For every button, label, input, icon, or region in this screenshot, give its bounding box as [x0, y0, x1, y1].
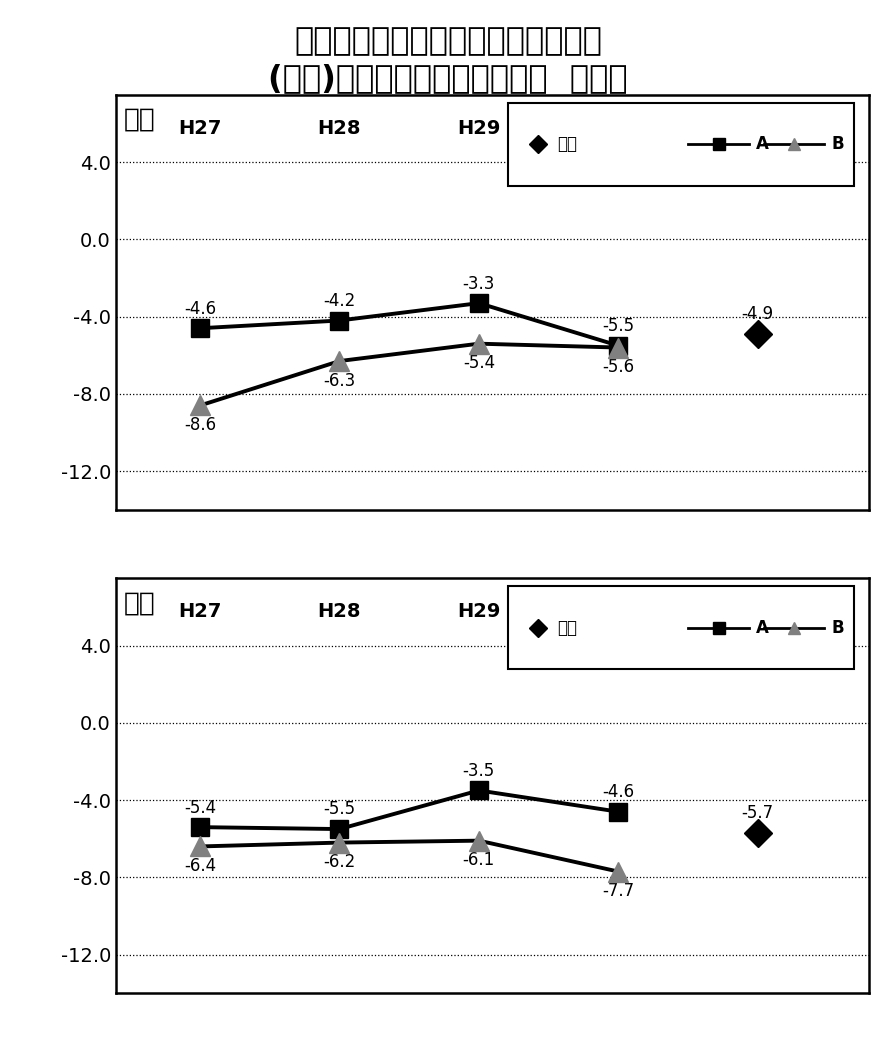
Text: -6.1: -6.1 [462, 851, 495, 869]
Text: H27: H27 [178, 119, 222, 138]
Text: -4.6: -4.6 [602, 783, 634, 801]
Text: -5.5: -5.5 [323, 801, 356, 819]
Text: -3.5: -3.5 [462, 762, 495, 780]
Text: -6.4: -6.4 [184, 857, 216, 875]
Text: -7.7: -7.7 [602, 882, 634, 900]
Text: -5.6: -5.6 [602, 358, 634, 376]
Text: H28: H28 [318, 119, 361, 138]
Text: B: B [831, 136, 844, 153]
Text: H29: H29 [457, 602, 501, 621]
Text: H31(R1): H31(R1) [712, 119, 803, 138]
Text: H30: H30 [597, 119, 640, 138]
Text: -3.3: -3.3 [462, 274, 495, 292]
Text: -6.2: -6.2 [323, 853, 356, 871]
Text: -5.5: -5.5 [602, 317, 634, 335]
Text: -4.9: -4.9 [742, 306, 773, 324]
Text: -8.6: -8.6 [184, 416, 216, 434]
Text: オホーツク管内の平均正答率－全国: オホーツク管内の平均正答率－全国 [294, 26, 602, 57]
Text: 国語: 国語 [556, 136, 577, 153]
Text: H31(R1): H31(R1) [712, 602, 803, 621]
FancyBboxPatch shape [508, 586, 854, 669]
Text: 国語: 国語 [124, 107, 156, 133]
Text: B: B [831, 619, 844, 637]
Text: -4.6: -4.6 [184, 300, 216, 317]
Text: H28: H28 [318, 602, 361, 621]
Text: 算数: 算数 [556, 619, 577, 637]
Text: -5.7: -5.7 [742, 804, 773, 822]
Text: -6.3: -6.3 [323, 372, 356, 390]
Text: A: A [756, 136, 769, 153]
Text: H30: H30 [597, 602, 640, 621]
Text: H29: H29 [457, 119, 501, 138]
Text: -5.4: -5.4 [463, 354, 495, 372]
Text: 算数: 算数 [124, 591, 156, 617]
Text: H27: H27 [178, 602, 222, 621]
FancyBboxPatch shape [508, 103, 854, 186]
Text: (公立)の平均正答率の経年変化  小学校: (公立)の平均正答率の経年変化 小学校 [268, 63, 628, 94]
Text: A: A [756, 619, 769, 637]
Text: -5.4: -5.4 [184, 799, 216, 817]
Text: -4.2: -4.2 [323, 292, 356, 310]
